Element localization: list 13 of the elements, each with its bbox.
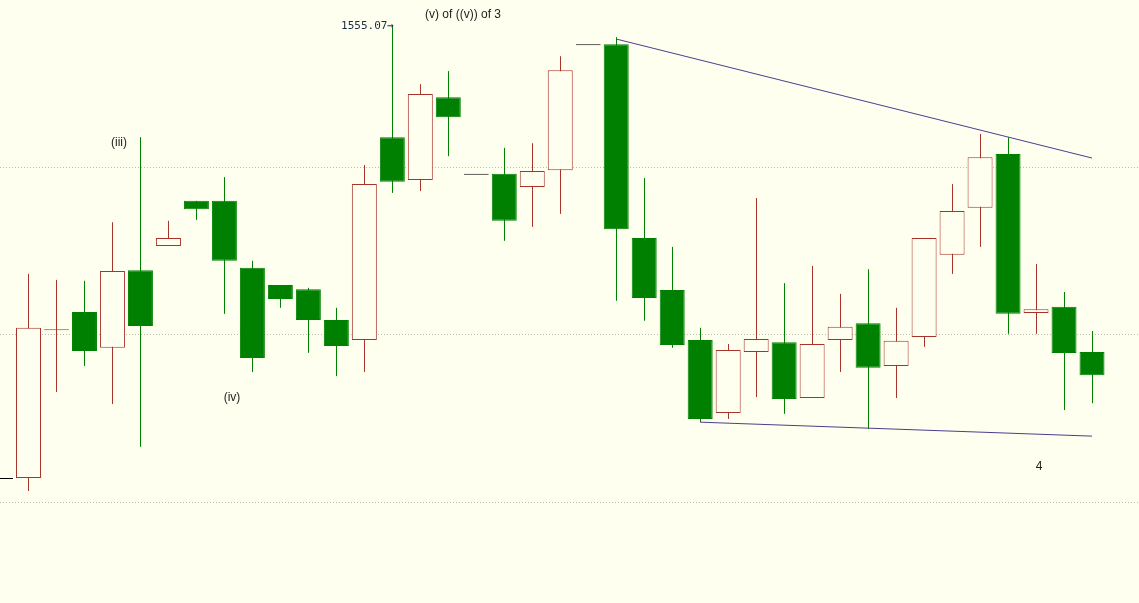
annotation: 1555.07→ xyxy=(341,18,395,32)
annotation: 4 xyxy=(1035,459,1043,474)
annotation: (iii) xyxy=(111,135,127,150)
candlestick xyxy=(155,220,181,247)
candlestick xyxy=(743,197,769,398)
candlestick xyxy=(1079,330,1105,404)
candlestick xyxy=(827,293,853,373)
annotation: (iv) xyxy=(223,390,241,405)
text: (v) of ((v)) of 3 xyxy=(424,7,502,22)
candlestick xyxy=(519,142,545,228)
candlestick xyxy=(1023,263,1049,335)
candlestick xyxy=(435,70,461,157)
candlestick xyxy=(883,307,909,399)
